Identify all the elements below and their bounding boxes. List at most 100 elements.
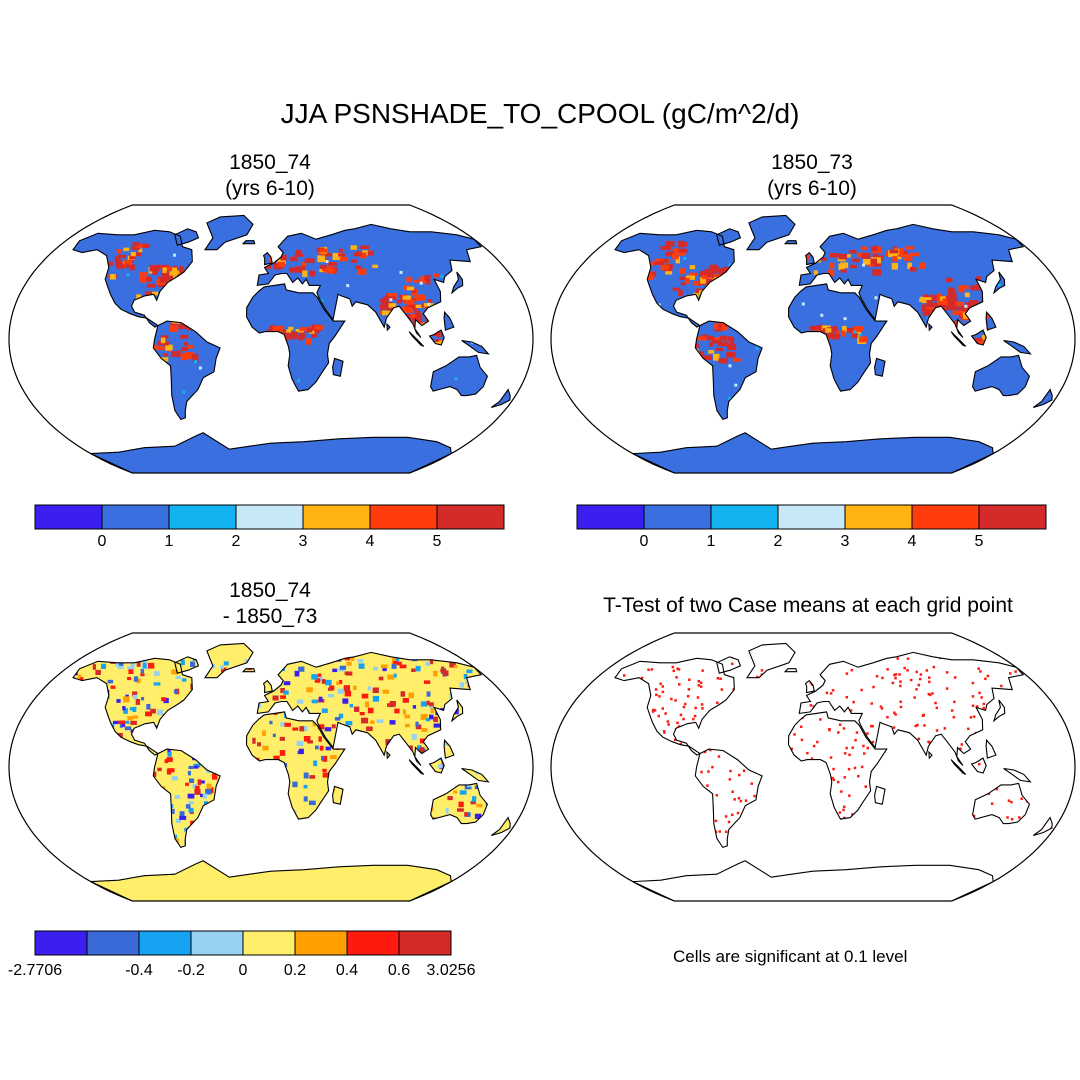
signif-cell bbox=[715, 794, 718, 797]
diff-cell bbox=[127, 716, 133, 721]
diff-cell bbox=[313, 760, 318, 767]
map-border bbox=[550, 632, 1076, 902]
diff-cell bbox=[262, 745, 269, 751]
hot-cell bbox=[974, 284, 981, 291]
diff-cell bbox=[420, 713, 428, 720]
signif-cell bbox=[682, 717, 685, 721]
diff-cell bbox=[373, 666, 379, 671]
hot-cell bbox=[301, 262, 307, 267]
signif-cell bbox=[800, 738, 804, 742]
hot-cell bbox=[955, 301, 964, 306]
signif-cell bbox=[842, 727, 846, 730]
signif-cell bbox=[816, 740, 819, 744]
iceland-landmass bbox=[243, 240, 255, 244]
australia-coastline bbox=[972, 782, 1031, 825]
hot-cell bbox=[426, 280, 431, 285]
hot-cell bbox=[159, 357, 169, 362]
colorbar-swatch bbox=[242, 930, 296, 956]
africa-coastline bbox=[787, 283, 888, 392]
signif-cell bbox=[806, 751, 809, 755]
hot-cell bbox=[828, 332, 834, 339]
signif-cell bbox=[719, 677, 722, 680]
hot-cell bbox=[679, 268, 686, 275]
diff-cell bbox=[116, 699, 121, 703]
japan-landmass bbox=[994, 700, 1005, 721]
hot-cell bbox=[680, 282, 686, 286]
diff-cell bbox=[426, 691, 431, 697]
diff-cell bbox=[442, 670, 449, 676]
diff-cell bbox=[171, 776, 179, 781]
hot-cell bbox=[416, 294, 426, 301]
signif-cell bbox=[984, 677, 987, 681]
hot-cell bbox=[330, 269, 336, 274]
colorbar-swatch bbox=[844, 504, 913, 530]
signif-cell bbox=[1014, 670, 1017, 673]
hot-cell bbox=[944, 298, 954, 303]
diff-cell bbox=[206, 783, 212, 789]
colorbar-tick-label: -0.4 bbox=[125, 962, 153, 979]
hot-cell bbox=[415, 304, 425, 308]
signif-cell bbox=[654, 688, 658, 691]
hot-cell bbox=[287, 334, 296, 340]
colorbar-swatch bbox=[710, 504, 779, 530]
greenland-coastline bbox=[745, 214, 796, 251]
signif-cell bbox=[799, 725, 803, 728]
signif-cell bbox=[675, 676, 678, 679]
baffin-island-coastline bbox=[716, 656, 742, 674]
hot-cell bbox=[146, 276, 152, 282]
hot-cell bbox=[685, 277, 690, 284]
panel2-title-line2: (yrs 6-10) bbox=[767, 177, 857, 200]
hot-cell bbox=[176, 270, 181, 277]
signif-cell bbox=[943, 727, 947, 730]
signif-cell bbox=[714, 819, 718, 823]
hot-cell bbox=[414, 318, 423, 323]
hot-cell bbox=[413, 279, 420, 283]
signif-cell bbox=[881, 676, 884, 680]
diff-cell bbox=[400, 691, 406, 697]
light-cell bbox=[728, 396, 732, 400]
hot-cell bbox=[131, 246, 140, 251]
signif-cell bbox=[843, 816, 846, 820]
diff-cell bbox=[303, 796, 308, 802]
diff-cell bbox=[140, 668, 145, 673]
borneo-coastline bbox=[970, 757, 987, 774]
diff-cell bbox=[262, 730, 266, 737]
hot-cell bbox=[420, 276, 427, 284]
new-zealand-coastline bbox=[1032, 816, 1053, 837]
new-guinea-coastline bbox=[1003, 339, 1032, 355]
hot-cell bbox=[653, 261, 662, 266]
philippines-coastline bbox=[985, 310, 997, 331]
colorbar-swatch bbox=[101, 504, 170, 530]
diff-cell bbox=[122, 706, 126, 711]
hot-cell bbox=[848, 249, 857, 254]
colorbar-tick-label: 0 bbox=[98, 533, 107, 550]
signif-cell bbox=[718, 830, 721, 833]
madagascar-landmass bbox=[332, 358, 343, 377]
greenland-landmass bbox=[205, 643, 253, 678]
hot-cell bbox=[156, 346, 165, 351]
diff-cell bbox=[397, 661, 402, 666]
diff-cell bbox=[353, 685, 357, 690]
madagascar-landmass bbox=[874, 358, 885, 377]
signif-cell bbox=[898, 673, 901, 676]
diff-cell bbox=[117, 664, 124, 670]
signif-cell bbox=[978, 763, 981, 766]
signif-cell bbox=[855, 731, 859, 734]
colorbar-tick-label: 0 bbox=[239, 962, 248, 979]
hot-cell bbox=[411, 303, 418, 311]
signif-cell bbox=[929, 693, 932, 697]
hot-cell bbox=[169, 325, 179, 332]
light-cell bbox=[346, 284, 350, 288]
hot-cell bbox=[649, 261, 655, 266]
diff-cell bbox=[372, 687, 379, 694]
hot-cell bbox=[975, 276, 981, 281]
north-america-landmass bbox=[73, 230, 193, 328]
hot-cell bbox=[319, 248, 328, 253]
signif-cell bbox=[916, 723, 919, 727]
diff-cell bbox=[174, 794, 181, 799]
colorbar-swatch bbox=[294, 930, 348, 956]
colorbar-tick-label: 1 bbox=[165, 533, 174, 550]
colorbar-swatch bbox=[576, 504, 645, 530]
borneo-landmass bbox=[971, 758, 987, 773]
diff-cell bbox=[130, 720, 137, 725]
